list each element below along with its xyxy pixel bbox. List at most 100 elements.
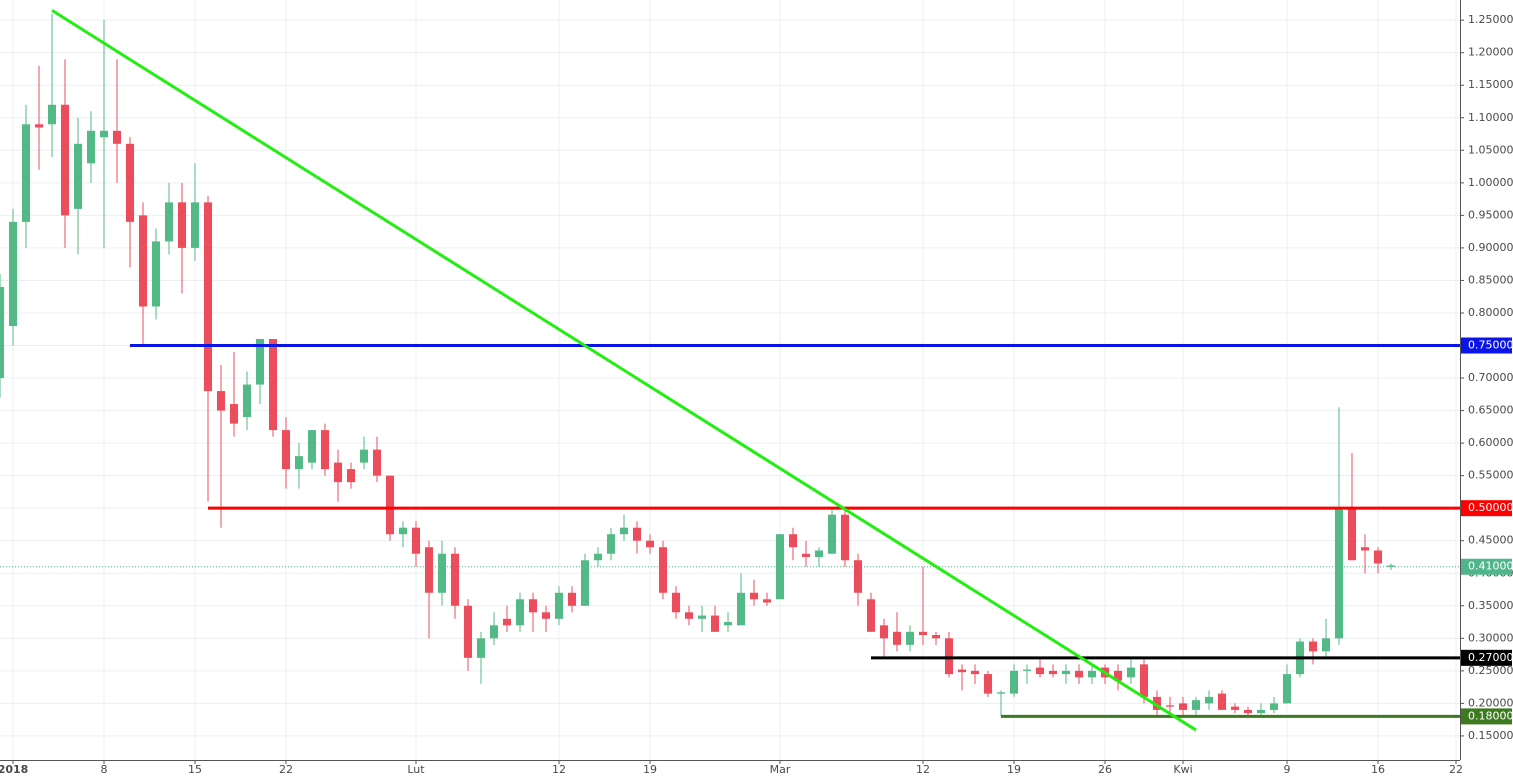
candle-body — [1282, 674, 1292, 704]
candle-body — [541, 612, 551, 619]
price-tag — [1461, 500, 1512, 517]
candle-body — [203, 202, 213, 392]
candle-body — [346, 469, 356, 483]
y-tick-label: 0.95000 — [1468, 208, 1513, 221]
price-tag — [1461, 337, 1512, 354]
candle-body — [1308, 641, 1318, 652]
x-tick-label: 2018 — [0, 763, 28, 776]
candle-body — [1191, 700, 1201, 710]
candle-body — [1386, 565, 1396, 567]
candle-body — [983, 674, 993, 694]
candle-body — [1152, 696, 1162, 710]
candle-body — [853, 560, 863, 593]
candle-body — [619, 527, 629, 535]
candle-body — [1321, 638, 1331, 652]
candle-body — [1204, 696, 1214, 704]
candle-body — [840, 514, 850, 561]
candle-body — [294, 456, 304, 470]
y-tick-label: 1.10000 — [1468, 111, 1513, 124]
candle-body — [502, 618, 512, 626]
candle-body — [268, 339, 278, 431]
candle-body — [736, 592, 746, 626]
candle-body — [151, 241, 161, 307]
y-tick-label: 0.55000 — [1468, 469, 1513, 482]
x-tick-label: 19 — [643, 763, 657, 776]
candle-body — [1347, 508, 1357, 561]
candle-body — [190, 202, 200, 248]
x-tick-label: 22 — [279, 763, 293, 776]
trend-line — [51, 9, 1197, 732]
price-tag-label: 0.75000 — [1468, 339, 1513, 352]
candle-body — [437, 553, 447, 593]
candle-body — [1243, 709, 1253, 714]
candle-body — [8, 221, 18, 326]
candle-body — [528, 599, 538, 613]
candle-body — [359, 449, 369, 463]
price-tag-label: 0.41000 — [1468, 560, 1513, 573]
candle-body — [658, 547, 668, 593]
candle-body — [515, 599, 525, 626]
x-tick-label: 12 — [916, 763, 930, 776]
candle-body — [372, 449, 382, 476]
candle-body — [320, 430, 330, 470]
y-tick-label: 0.20000 — [1468, 696, 1513, 709]
candle-body — [671, 592, 681, 613]
x-tick-label: 16 — [1371, 763, 1385, 776]
candle-body — [99, 130, 109, 138]
candle-body — [827, 514, 837, 554]
candle-body — [801, 553, 811, 557]
candle-body — [1009, 670, 1019, 694]
candle-body — [489, 625, 499, 639]
candle-body — [333, 462, 343, 483]
candle-body — [593, 553, 603, 561]
x-tick-label: 15 — [188, 763, 202, 776]
price-tag — [1461, 558, 1512, 575]
candle-body — [255, 339, 265, 385]
candle-body — [645, 540, 655, 548]
candle-body — [749, 592, 759, 600]
x-tick-label: 12 — [552, 763, 566, 776]
y-tick-label: 0.15000 — [1468, 729, 1513, 742]
candle-body — [879, 625, 889, 639]
candle-body — [606, 534, 616, 554]
price-tag-label: 0.50000 — [1468, 501, 1513, 514]
candle-body — [697, 615, 707, 619]
y-tick-label: 1.20000 — [1468, 46, 1513, 59]
candle-body — [892, 631, 902, 645]
candle-body — [957, 669, 967, 673]
y-tick-label: 0.35000 — [1468, 599, 1513, 612]
y-tick-label: 1.25000 — [1468, 13, 1513, 26]
candle-body — [1269, 703, 1279, 710]
candle-body — [411, 527, 421, 554]
candle-body — [866, 599, 876, 632]
candle-body — [424, 547, 434, 593]
y-tick-label: 1.15000 — [1468, 78, 1513, 91]
candle-body — [996, 692, 1006, 694]
candle-body — [1165, 705, 1175, 707]
candle-body — [1048, 670, 1058, 675]
x-tick-label: Mar — [770, 763, 791, 776]
price-tag — [1461, 708, 1512, 725]
y-tick-label: 0.80000 — [1468, 306, 1513, 319]
candle-body — [905, 631, 915, 645]
candle-body — [1139, 664, 1149, 697]
candle-body — [554, 592, 564, 619]
candle-body — [1334, 508, 1344, 639]
candle-body — [47, 104, 57, 125]
candle-body — [632, 527, 642, 541]
candle-body — [476, 638, 486, 658]
y-tick-label: 0.90000 — [1468, 241, 1513, 254]
candle-body — [1113, 670, 1123, 681]
x-tick-label: 26 — [1098, 763, 1112, 776]
y-tick-label: 1.00000 — [1468, 176, 1513, 189]
candle-body — [125, 143, 135, 222]
candle-body — [567, 592, 577, 606]
price-tag-label: 0.18000 — [1468, 709, 1513, 722]
candle-body — [723, 622, 733, 626]
y-tick-label: 0.30000 — [1468, 631, 1513, 644]
candle-body — [0, 286, 5, 379]
candle-body — [86, 130, 96, 164]
candle-body — [164, 202, 174, 242]
